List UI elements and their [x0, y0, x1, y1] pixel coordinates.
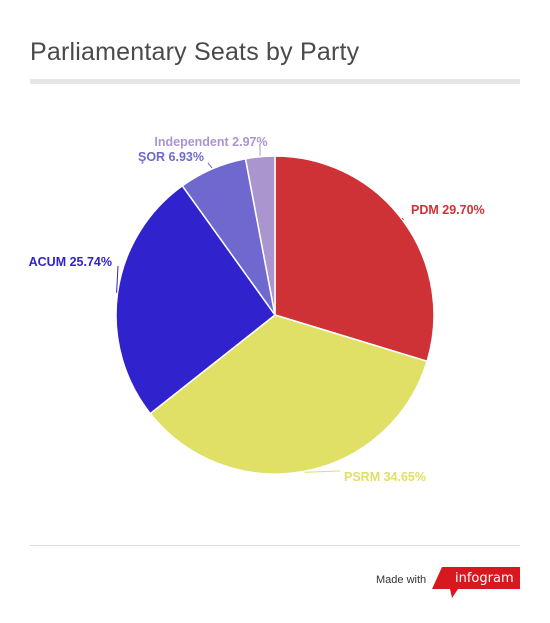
title-divider — [30, 79, 520, 84]
pie-slice-independent[interactable] — [244, 155, 276, 316]
pie-slice-psrm[interactable] — [149, 314, 429, 475]
made-with-text: Made with — [376, 574, 427, 586]
leader-line-şor — [207, 162, 213, 169]
leader-line-pdm — [401, 217, 404, 221]
leader-line-psrm — [304, 470, 341, 473]
pie-slice-pdm[interactable] — [274, 155, 435, 363]
leader-line-acum — [116, 265, 119, 293]
pie-label-independent: Independent 2.97% — [154, 135, 267, 149]
pie-label-acum: ACUM 25.74% — [29, 255, 112, 269]
logo-text: infogram — [455, 571, 514, 586]
pie-label-pdm: PDM 29.70% — [411, 203, 485, 217]
infogram-logo[interactable]: infogram — [430, 567, 522, 599]
pie-slices — [115, 155, 435, 475]
pie-slice-acum[interactable] — [115, 184, 277, 415]
footer-divider — [30, 545, 520, 546]
pie-label-şor: ŞOR 6.93% — [138, 150, 204, 164]
pie-labels: PDM 29.70% PSRM 34.65% ACUM 25.74% ŞOR 6.93… — [29, 135, 485, 484]
logo-badge — [432, 567, 520, 598]
pie-label-psrm: PSRM 34.65% — [344, 470, 426, 484]
chart-title: Parliamentary Seats by Party — [30, 38, 360, 66]
